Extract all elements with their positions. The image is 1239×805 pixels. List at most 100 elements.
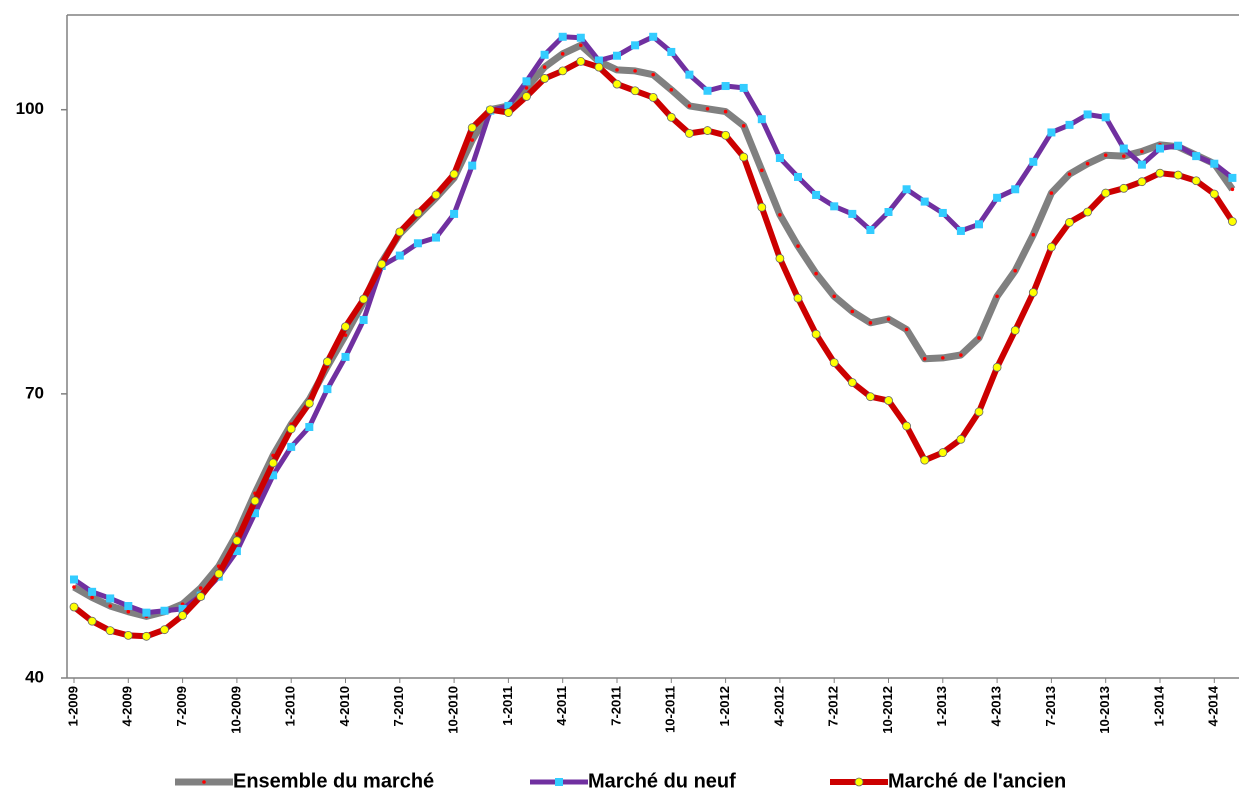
point [524, 86, 529, 90]
point [651, 72, 655, 77]
point [88, 587, 97, 596]
point [594, 56, 603, 65]
x-tick-label: 4-2014 [1206, 685, 1221, 726]
point [977, 336, 981, 340]
point [1031, 232, 1036, 237]
x-tick-label: 7-2011 [608, 686, 623, 726]
point [108, 604, 112, 608]
point [232, 536, 242, 546]
point [594, 62, 604, 72]
point [160, 606, 169, 615]
point [1210, 159, 1219, 168]
point [1228, 217, 1237, 226]
point [1122, 154, 1126, 158]
point [904, 327, 909, 332]
point [669, 88, 674, 92]
point [830, 202, 839, 211]
point [847, 378, 857, 387]
point [322, 357, 332, 367]
point [450, 209, 459, 218]
point [796, 244, 800, 248]
point [558, 66, 568, 76]
point [848, 209, 857, 218]
point [540, 50, 549, 59]
point [1174, 141, 1183, 150]
point [920, 197, 929, 206]
point [703, 86, 712, 95]
point [778, 213, 782, 217]
point [304, 398, 314, 408]
point [938, 448, 948, 457]
point [305, 423, 314, 432]
point [615, 68, 619, 72]
point [1191, 176, 1201, 186]
legend-marker [202, 780, 206, 784]
x-tick-label: 7-2013 [1043, 686, 1058, 726]
point [287, 442, 296, 451]
x-tick-label: 1-2011 [500, 686, 515, 726]
point [866, 392, 875, 402]
point [902, 421, 911, 431]
point [1101, 113, 1110, 122]
x-tick-label: 1-2012 [717, 686, 732, 726]
point [542, 65, 547, 69]
point [504, 101, 513, 110]
point [359, 315, 368, 324]
x-tick-label: 4-2011 [554, 686, 569, 726]
point [739, 152, 749, 162]
x-tick-label: 4-2010 [337, 686, 352, 726]
legend-label: Marché de l'ancien [888, 770, 1066, 792]
point [1155, 168, 1165, 178]
point [941, 356, 945, 360]
point [1067, 172, 1072, 176]
point [1028, 288, 1038, 297]
point [775, 254, 785, 263]
point [811, 329, 821, 339]
point [648, 93, 658, 102]
point [630, 86, 640, 96]
point [69, 602, 79, 612]
point [703, 126, 712, 135]
point [198, 586, 203, 590]
point [105, 626, 115, 636]
point [886, 317, 891, 321]
point [721, 130, 730, 140]
point [395, 251, 404, 260]
point [938, 208, 947, 217]
point [196, 592, 206, 601]
x-tick-label: 7-2010 [391, 686, 406, 726]
x-tick-label: 1-2013 [934, 686, 949, 726]
point [413, 208, 423, 218]
point [1083, 110, 1092, 119]
series-line [72, 58, 1235, 640]
x-tick-label: 4-2013 [989, 686, 1004, 726]
point [721, 82, 730, 91]
point [1119, 183, 1129, 193]
point [959, 353, 963, 357]
point [902, 185, 911, 194]
x-tick-label: 1-2009 [65, 686, 80, 726]
x-tick-label: 1-2014 [1151, 685, 1166, 726]
point [685, 128, 694, 138]
point [974, 407, 984, 417]
point [126, 609, 131, 614]
point [467, 123, 477, 133]
x-tick-label: 10-2013 [1097, 686, 1112, 734]
point [956, 226, 965, 235]
point [558, 32, 567, 41]
point [250, 496, 260, 506]
point [395, 227, 405, 237]
point [739, 83, 748, 92]
point [72, 585, 76, 589]
point [1230, 187, 1235, 192]
point [341, 352, 350, 361]
point [413, 239, 422, 248]
point [1011, 185, 1020, 194]
x-tick-label: 7-2012 [826, 686, 841, 726]
legend-label: Marché du neuf [588, 770, 736, 792]
x-tick-label: 10-2011 [663, 686, 678, 733]
legend-label: Ensemble du marché [233, 770, 434, 792]
point [814, 271, 818, 276]
point [70, 575, 78, 584]
point [1137, 160, 1146, 169]
